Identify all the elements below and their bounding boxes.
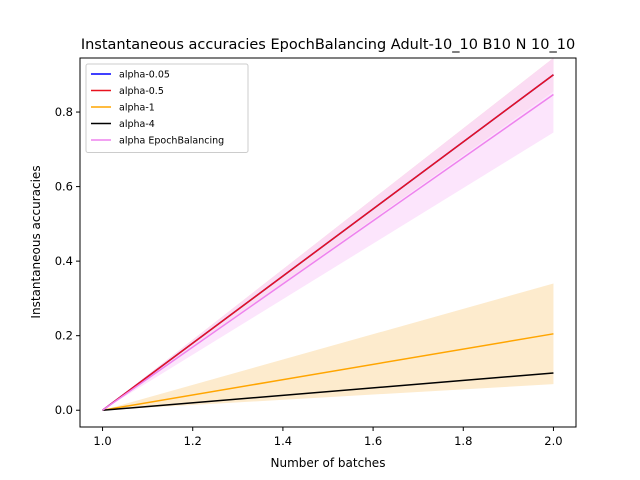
series-lines [102, 74, 554, 411]
legend-label-alpha-epochbalancing: alpha EpochBalancing [119, 136, 224, 147]
legend-label-alpha-4: alpha-4 [119, 119, 155, 130]
legend-label-alpha-1: alpha-1 [119, 103, 155, 114]
x-tick-label: 1.8 [454, 434, 472, 448]
x-axis-label: Number of batches [271, 456, 386, 470]
band-alpha-epochbalancing [102, 58, 554, 411]
plot-area-frame [79, 57, 577, 428]
series-line-alpha-4 [102, 372, 554, 411]
x-tick-label: 2.0 [544, 434, 562, 448]
x-tick-label: 1.6 [364, 434, 382, 448]
y-tick-label: 0.2 [55, 329, 73, 343]
confidence-bands [102, 58, 554, 411]
y-tick-label: 0.4 [55, 254, 73, 268]
legend-label-alpha-0-05: alpha-0.05 [119, 70, 170, 81]
y-axis: 0.0 0.2 0.4 0.6 0.8 [55, 105, 80, 417]
x-tick-label: 1.2 [184, 434, 202, 448]
series-line-alpha-epochbalancing [102, 93, 554, 411]
legend: alpha-0.05 alpha-0.5 alpha-1 alpha-4 alpha E… [85, 63, 249, 153]
series-line-alpha-0-5 [102, 74, 554, 411]
x-axis: 1.0 1.2 1.4 1.6 1.8 2.0 [93, 427, 563, 448]
y-axis-label: Instantaneous accuracies [29, 165, 43, 318]
legend-box [85, 63, 249, 153]
legend-label-alpha-0-5: alpha-0.5 [119, 86, 164, 97]
band-alpha-1 [102, 283, 554, 411]
x-tick-label: 1.0 [93, 434, 111, 448]
y-tick-label: 0.0 [55, 403, 73, 417]
y-tick-label: 0.8 [55, 105, 73, 119]
x-tick-label: 1.4 [274, 434, 292, 448]
chart-title: Instantaneous accuracies EpochBalancing … [81, 37, 575, 53]
series-line-alpha-1 [102, 333, 554, 411]
y-tick-label: 0.6 [55, 180, 73, 194]
